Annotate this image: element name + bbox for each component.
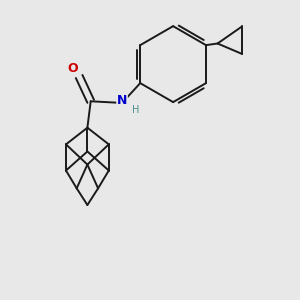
Text: N: N bbox=[117, 94, 127, 107]
Text: H: H bbox=[132, 105, 140, 115]
Text: O: O bbox=[68, 62, 79, 75]
